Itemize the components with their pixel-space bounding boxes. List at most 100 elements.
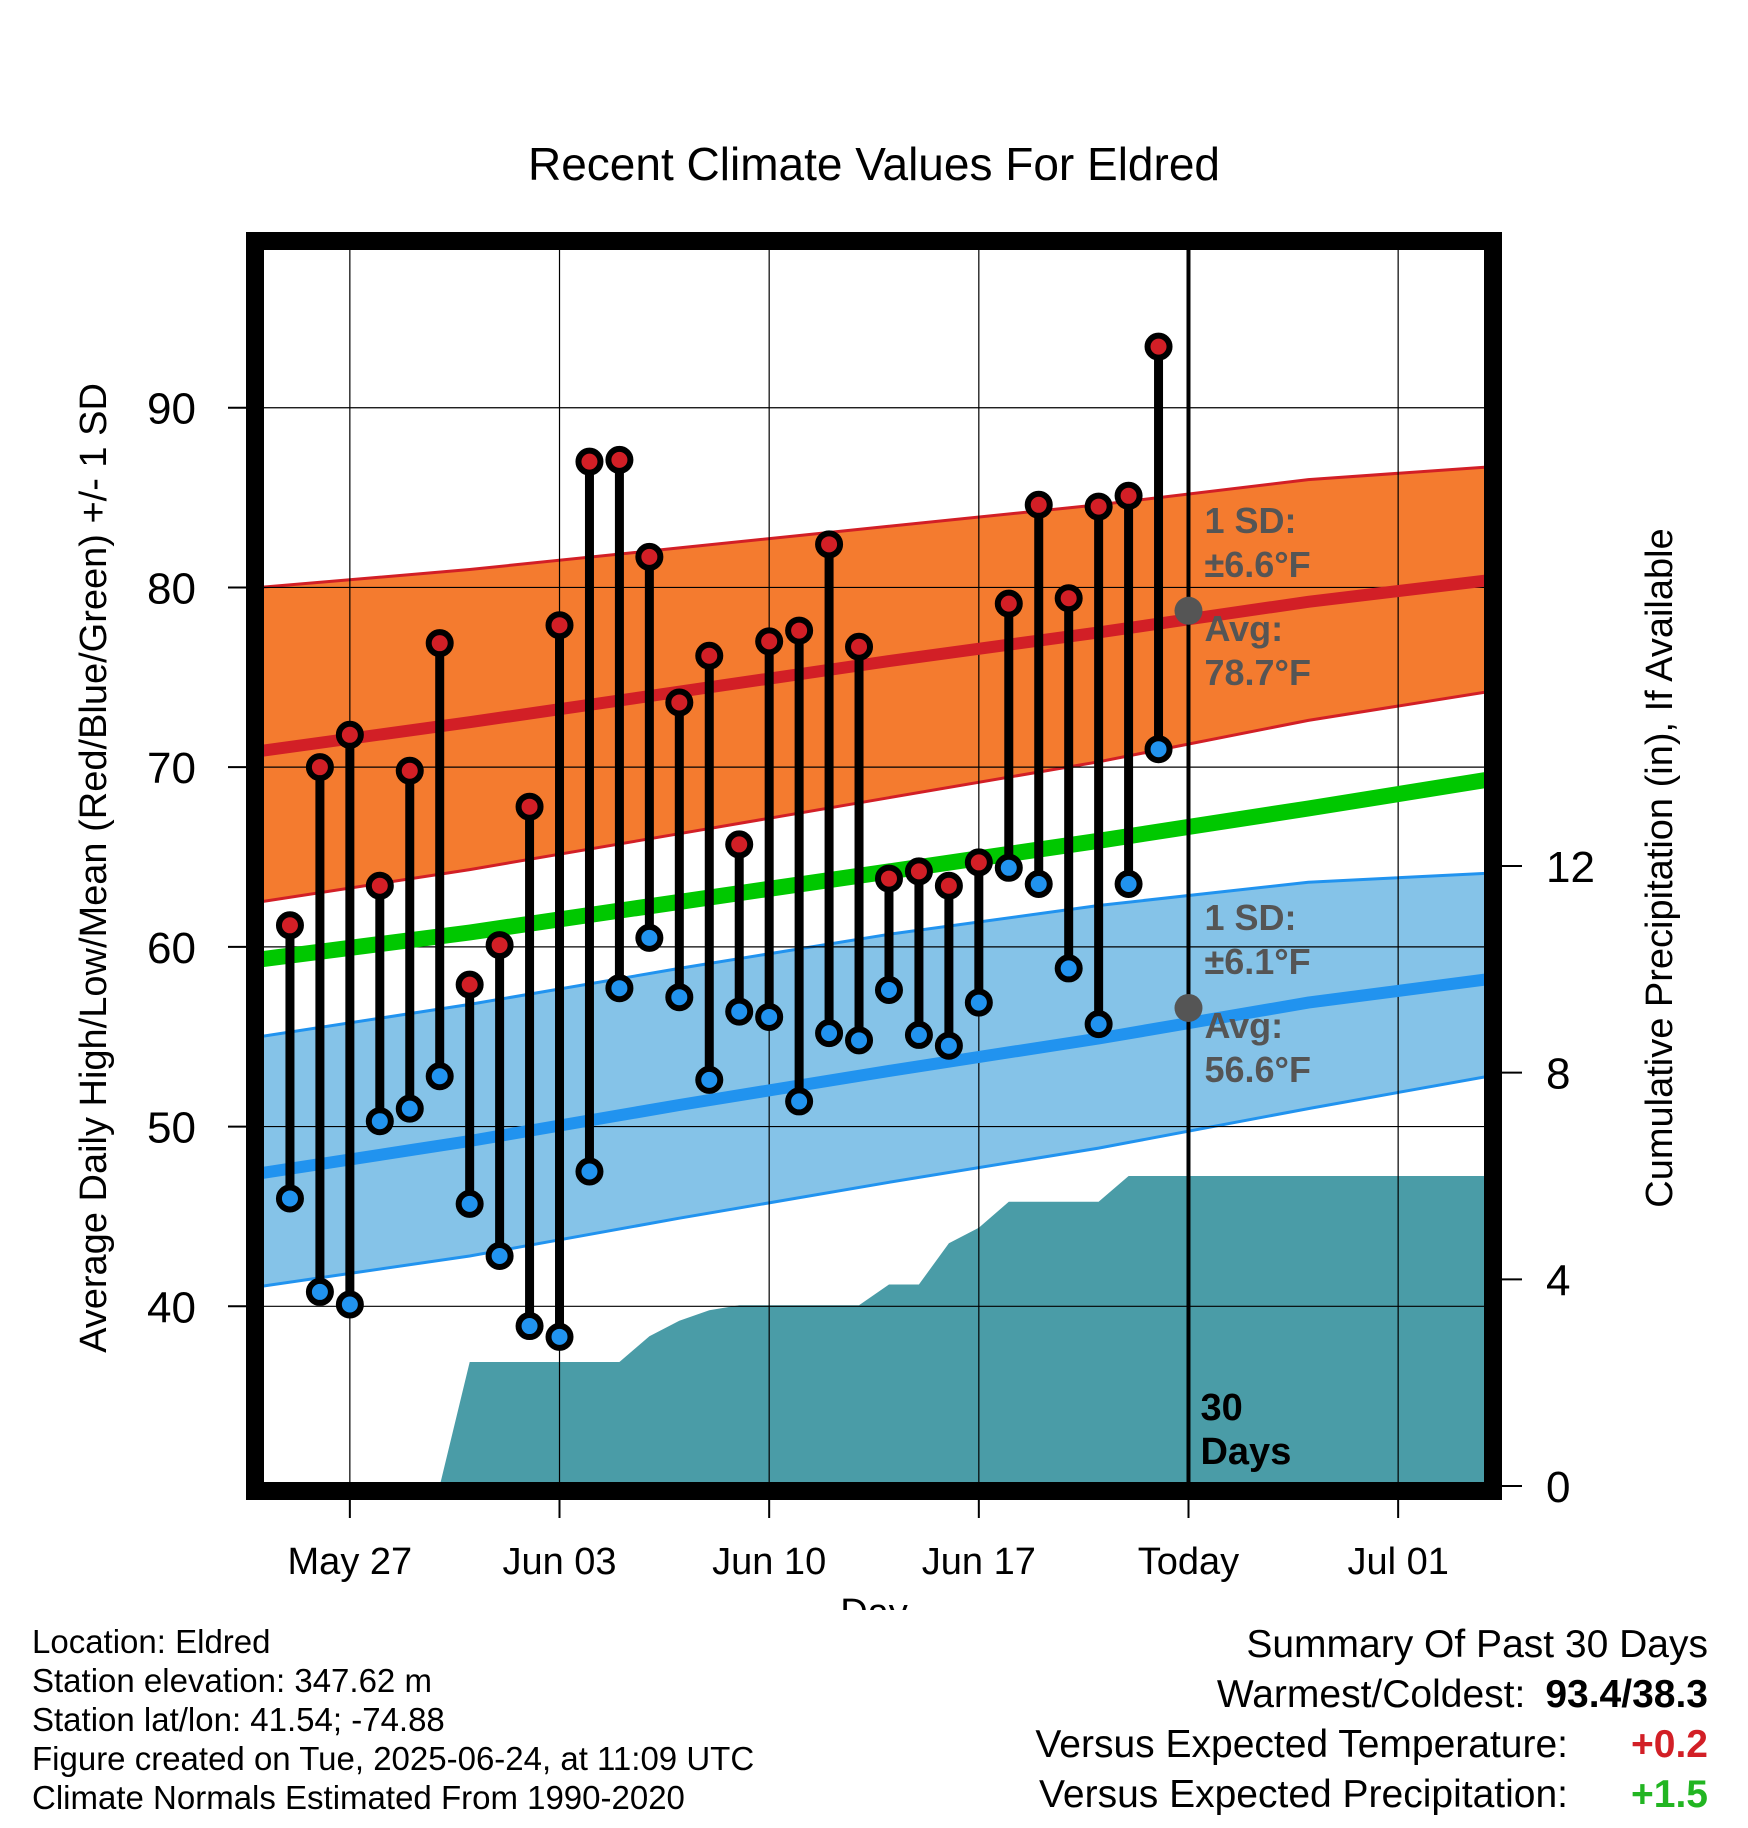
low-point — [1024, 869, 1053, 898]
high-point — [934, 871, 963, 900]
y-tick-label: 90 — [147, 385, 196, 434]
low-point — [1084, 1010, 1113, 1039]
station-info: Location: Eldred Station elevation: 347.… — [32, 1622, 754, 1817]
y-tick-label: 60 — [147, 924, 196, 973]
location-text: Location: Eldred — [32, 1623, 271, 1660]
low-avg-marker — [1174, 993, 1203, 1022]
low-lower-line — [260, 1074, 1488, 1288]
low-point — [365, 1107, 394, 1136]
normals-text: Climate Normals Estimated From 1990-2020 — [32, 1779, 685, 1816]
high-point — [545, 611, 574, 640]
y2-tick-label: 8 — [1546, 1050, 1570, 1099]
y-tick-label: 40 — [147, 1283, 196, 1332]
y-tick-label: 80 — [147, 564, 196, 613]
low-point — [755, 1002, 784, 1031]
warmest-label: Warmest/Coldest: — [1216, 1673, 1526, 1716]
high-sd-band — [260, 467, 1488, 902]
y-axis-label: Average Daily High/Low/Mean (Red/Blue/Gr… — [73, 383, 115, 1353]
high-point — [395, 756, 424, 785]
high-point — [635, 542, 664, 571]
high-point — [1024, 490, 1053, 519]
low-point — [1144, 735, 1173, 764]
high-avg-value: 78.7°F — [1204, 652, 1310, 693]
high-point — [665, 688, 694, 717]
climate-chart: Recent Climate Values For Eldred 1 SD:±6… — [73, 138, 1681, 1610]
high-point — [275, 911, 304, 940]
low-point — [425, 1062, 454, 1091]
low-point — [575, 1157, 604, 1186]
low-sd-value: ±6.1°F — [1204, 941, 1310, 982]
plot-content — [260, 246, 1488, 1486]
high-point — [425, 629, 454, 658]
low-point — [964, 988, 993, 1017]
temp-row: Versus Expected Temperature: +0.2 — [1035, 1720, 1708, 1770]
high-point — [1114, 481, 1143, 510]
x-tick-label: Jun 03 — [502, 1541, 616, 1583]
high-normal-line — [260, 574, 1488, 757]
high-point — [575, 447, 604, 476]
today-days-label: 30 — [1200, 1387, 1242, 1429]
high-point — [305, 753, 334, 782]
low-point — [874, 976, 903, 1004]
x-tick-label: Today — [1138, 1541, 1239, 1583]
y2-axis-label: Cumulative Precipitation (in), If Availa… — [1639, 528, 1681, 1207]
high-point — [1054, 584, 1083, 613]
low-point — [695, 1065, 724, 1094]
high-point — [964, 848, 993, 877]
warmest-value: 93.4/38.3 — [1545, 1673, 1708, 1716]
low-point — [904, 1020, 933, 1049]
high-point — [1084, 492, 1113, 521]
low-point — [605, 974, 634, 1003]
low-point — [305, 1277, 334, 1306]
y2-tick-label: 12 — [1546, 843, 1595, 892]
elevation-text: Station elevation: 347.62 m — [32, 1662, 432, 1699]
high-avg-marker — [1174, 596, 1203, 625]
low-point — [545, 1322, 574, 1351]
low-avg-label: Avg: — [1204, 1005, 1283, 1046]
low-point — [395, 1094, 424, 1123]
temp-value: +0.2 — [1631, 1723, 1708, 1766]
high-point — [515, 792, 544, 821]
warmest-row: Warmest/Coldest: 93.4/38.3 — [1035, 1670, 1708, 1720]
high-point — [605, 445, 634, 474]
low-point — [455, 1189, 484, 1218]
low-point — [934, 1031, 963, 1060]
high-point — [785, 616, 814, 645]
y2-tick-label: 4 — [1546, 1256, 1570, 1305]
low-sd-label: 1 SD: — [1204, 897, 1296, 938]
y-tick-label: 70 — [147, 744, 196, 793]
created-text: Figure created on Tue, 2025-06-24, at 11… — [32, 1740, 755, 1777]
x-tick-label: Jun 17 — [922, 1541, 1036, 1583]
x-axis-label: Day — [840, 1592, 908, 1610]
low-point — [1114, 869, 1143, 898]
today-days-label: Days — [1200, 1431, 1291, 1473]
low-point — [815, 1019, 844, 1048]
high-point — [485, 931, 514, 960]
low-point — [665, 983, 694, 1012]
high-sd-value: ±6.6°F — [1204, 544, 1310, 585]
high-point — [1144, 332, 1173, 361]
x-tick-label: May 27 — [288, 1541, 413, 1583]
low-point — [994, 853, 1023, 882]
y2-tick-label: 0 — [1546, 1463, 1570, 1512]
y-tick-label: 50 — [147, 1104, 196, 1153]
low-sd-band — [260, 873, 1488, 1287]
high-point — [725, 830, 754, 859]
high-point — [755, 627, 784, 656]
high-point — [365, 871, 394, 900]
high-point — [455, 970, 484, 999]
low-point — [515, 1312, 544, 1341]
low-point — [725, 997, 754, 1026]
high-point — [695, 641, 724, 670]
precip-row: Versus Expected Precipitation: +1.5 — [1035, 1770, 1708, 1820]
high-point — [815, 530, 844, 559]
precip-value: +1.5 — [1631, 1773, 1708, 1816]
high-lower-line — [260, 690, 1488, 904]
plot-frame — [246, 232, 1502, 1500]
high-sd-label: 1 SD: — [1204, 500, 1296, 541]
low-point — [1054, 954, 1083, 983]
high-point — [335, 720, 364, 749]
temp-label: Versus Expected Temperature: — [1035, 1723, 1568, 1766]
high-upper-line — [260, 465, 1488, 589]
